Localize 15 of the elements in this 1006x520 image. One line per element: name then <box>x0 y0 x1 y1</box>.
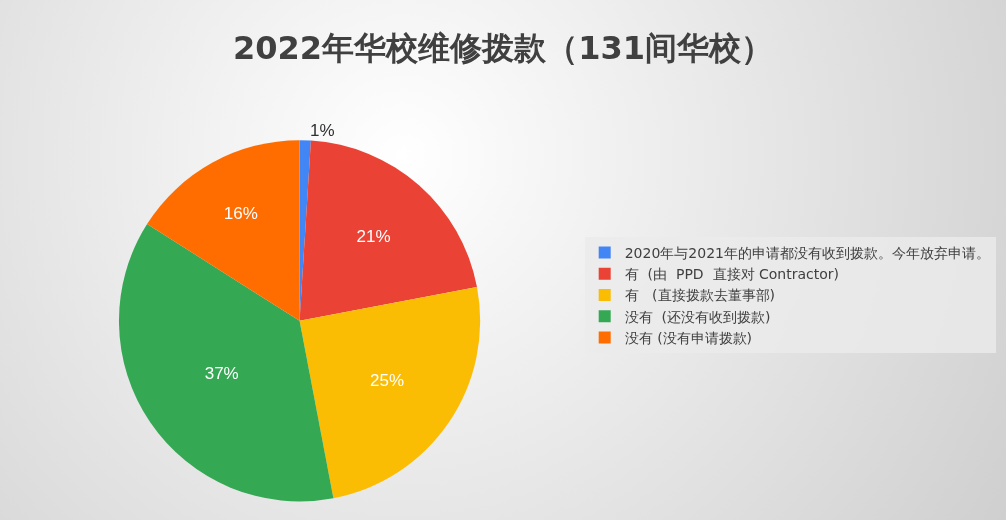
pie-slice <box>299 286 480 499</box>
data-label: 25% <box>370 370 405 390</box>
pie-slice <box>299 140 477 321</box>
legend-label: 没有 (还没有收到拨款) <box>624 308 771 325</box>
legend-label: 没有 (没有申请拨款) <box>624 329 753 346</box>
pie-slice <box>119 224 334 502</box>
chart-title: 2022年华校维修拨款（131间华校） <box>233 28 773 67</box>
data-label: 21% <box>356 227 391 247</box>
data-label: 1% <box>310 121 335 141</box>
pie-slice <box>147 140 300 321</box>
legend-label: 有 (由 PPD 直接对 Contractor) <box>624 266 839 283</box>
data-label: 37% <box>204 364 239 384</box>
legend-label: 2020年与2021年的申请都没有收到拨款。今年放弃申请。 <box>624 245 990 262</box>
legend-label: 有 (直接拨款去董事部) <box>624 287 775 304</box>
data-label: 16% <box>223 204 258 224</box>
